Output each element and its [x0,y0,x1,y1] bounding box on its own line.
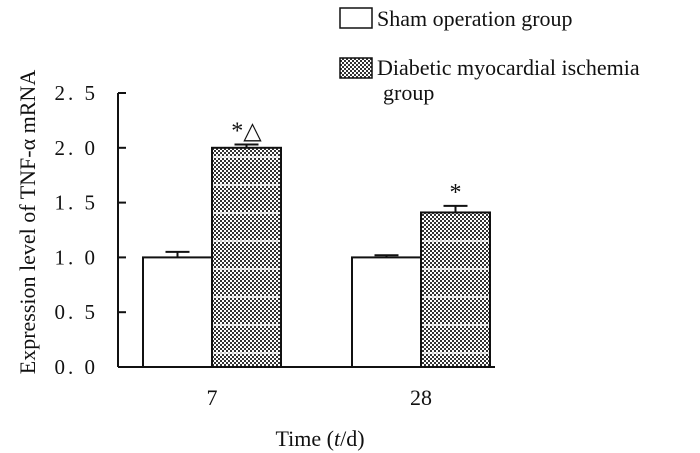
x-axis-title: Time (t/d) [275,426,364,451]
x-axis-title-prefix: Time ( [275,426,333,451]
y-tick-label: 1. 5 [55,191,99,215]
legend: Sham operation group Diabetic myocardial… [339,6,645,105]
legend-label-diabetic-line2: group [383,80,434,105]
bar-diabetic-28 [420,211,491,368]
legend-label-sham: Sham operation group [377,6,573,31]
y-tick-label: 0. 0 [55,355,99,379]
x-axis-title-suffix: /d) [340,426,364,451]
y-ticks: 0. 0 0. 5 1. 0 1. 5 2. 0 2. 5 [55,81,126,379]
y-tick-label: 0. 5 [55,300,99,324]
significance-label: * [450,180,462,206]
y-tick-label: 2. 5 [55,81,99,105]
legend-swatch-diabetic [339,57,373,79]
x-tick-label: 7 [207,385,218,410]
x-ticks: 7 28 [207,385,433,410]
legend-label-diabetic: Diabetic myocardial ischemia group [377,55,645,105]
x-tick-label: 28 [410,385,432,410]
y-tick-label: 1. 0 [55,245,99,269]
y-axis-title: Expression level of TNF-α mRNA [15,70,40,375]
legend-swatch-sham [339,7,373,29]
legend-label-diabetic-line1: Diabetic myocardial ischemia [377,55,640,80]
bar-sham-28 [351,256,422,368]
y-tick-label: 2. 0 [55,136,99,160]
bar-sham-7 [142,256,213,368]
x-axis-title-variable: t [334,426,341,451]
bars: *△ * [142,119,491,368]
significance-label: *△ [231,119,262,145]
bar-diabetic-7 [211,146,282,368]
